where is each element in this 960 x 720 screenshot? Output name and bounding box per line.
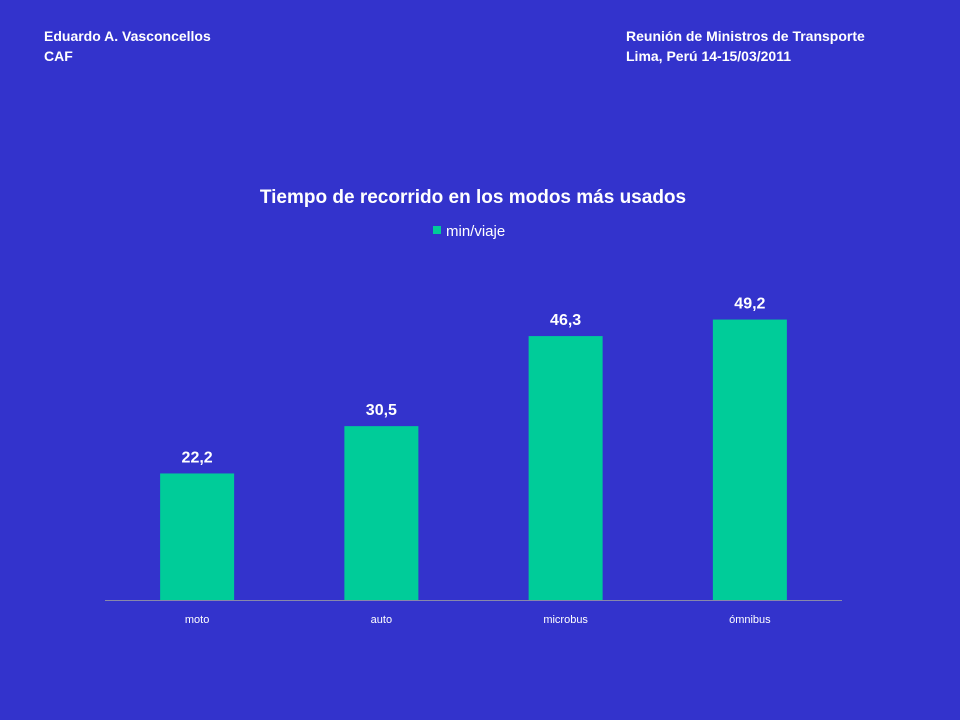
category-label: microbus <box>543 614 588 626</box>
bar-ómnibus <box>712 319 787 600</box>
event-place-date: Lima, Perú 14-15/03/2011 <box>626 48 791 64</box>
author-block: Eduardo A. Vasconcellos CAF <box>44 26 211 66</box>
event-block: Reunión de Ministros de Transporte Lima,… <box>626 26 865 66</box>
data-label: 49,2 <box>734 296 765 313</box>
chart-title: Tiempo de recorrido en los modos más usa… <box>260 187 686 208</box>
bar-microbus <box>528 336 603 600</box>
data-label: 30,5 <box>366 402 397 419</box>
bar-moto <box>160 473 235 600</box>
legend-swatch <box>433 226 441 234</box>
bar-auto <box>344 426 419 600</box>
category-label: ómnibus <box>729 614 771 626</box>
event-name: Reunión de Ministros de Transporte <box>626 28 865 44</box>
data-label: 22,2 <box>182 449 213 466</box>
legend-label: min/viaje <box>446 223 505 240</box>
author-org: CAF <box>44 48 73 64</box>
data-label: 46,3 <box>550 312 581 329</box>
author-name: Eduardo A. Vasconcellos <box>44 28 211 44</box>
category-label: auto <box>371 614 392 626</box>
category-label: moto <box>185 614 209 626</box>
